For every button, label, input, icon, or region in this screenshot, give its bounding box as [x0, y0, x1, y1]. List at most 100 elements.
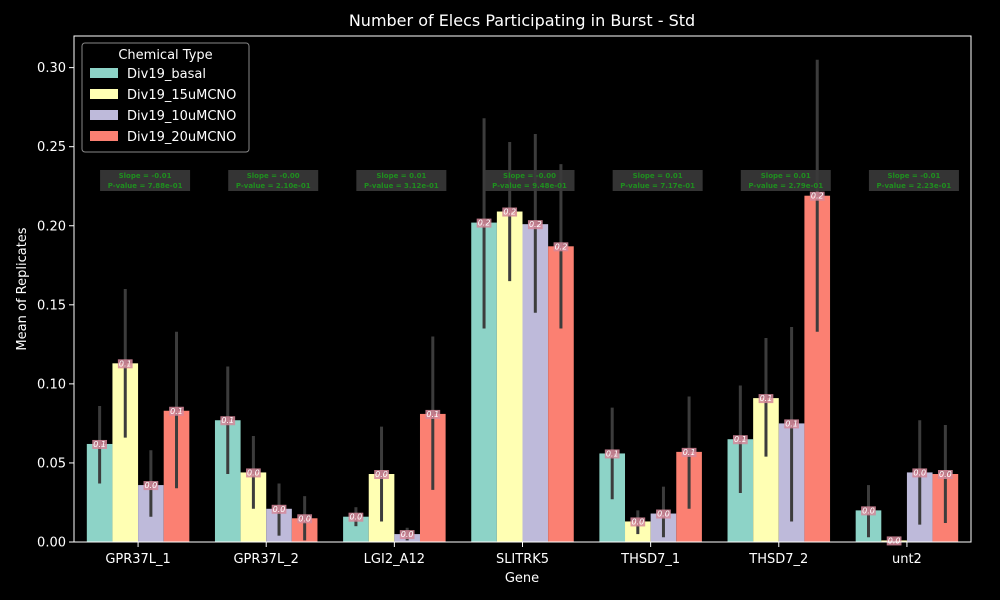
annotation-p-value: P-value = 2.79e-01	[748, 182, 823, 190]
annotation-box: Slope = -0.01 P-value = 7.88e-01	[100, 170, 191, 191]
bar-value-label-bg	[374, 470, 389, 480]
annotation-slope: Slope = 0.01	[376, 172, 426, 180]
bar-value-label-bg	[886, 536, 902, 546]
x-tick-label: THSD7_1	[620, 552, 680, 567]
annotation-slope: Slope = -0.01	[887, 172, 940, 180]
legend-swatch	[90, 89, 118, 99]
bar-value-label-bg	[758, 394, 774, 404]
bar-value-label-bg	[425, 409, 441, 419]
legend-label: Div19_15uMCNO	[127, 88, 236, 103]
bar-value-label: 0.1	[606, 449, 619, 458]
bar-value-label: 0.0	[939, 470, 952, 479]
y-tick-label: 0.25	[37, 140, 66, 155]
bar-value-label-bg	[604, 449, 620, 459]
annotation-p-value: P-value = 7.88e-01	[108, 182, 183, 190]
plot-area: 0.1 0.1 0.0 0.2 0.1 0.1 0.0 0.1 0.0 0.0 0.2 0.0 0.1 0…	[86, 59, 959, 546]
bar-value-label-bg	[553, 242, 569, 252]
annotation-p-value: P-value = 2.10e-01	[236, 182, 311, 190]
bar-value-label: 0.1	[734, 435, 747, 444]
legend-label: Div19_10uMCNO	[127, 109, 236, 124]
legend: Chemical Type Div19_basal Div19_15uMCNO Div…	[81, 42, 250, 153]
legend-label: Div19_20uMCNO	[127, 130, 236, 145]
bar-value-label: 0.0	[375, 470, 388, 479]
x-tick-label: GPR37L_2	[233, 552, 299, 567]
annotation-box: Slope = 0.01 P-value = 7.17e-01	[612, 170, 703, 191]
annotation-slope: Slope = -0.00	[247, 172, 300, 180]
bar-value-label: 0.1	[221, 416, 234, 425]
bar-value-label-bg	[220, 416, 236, 426]
bar-value-label-bg	[502, 207, 518, 217]
bar-value-label: 0.2	[555, 242, 568, 251]
bar-value-label: 0.1	[170, 407, 183, 416]
bar-value-label: 0.0	[888, 536, 901, 545]
y-tick-label: 0.30	[37, 61, 66, 76]
bar-value-label-bg	[169, 406, 184, 416]
legend-label: Div19_basal	[127, 67, 206, 82]
bar-value-label: 0.0	[862, 506, 875, 515]
annotation-background	[868, 170, 959, 191]
bar-value-label: 0.2	[503, 208, 516, 217]
annotation-background	[100, 170, 191, 191]
annotation-background	[356, 170, 447, 191]
bar-value-label-bg	[92, 439, 107, 449]
y-tick-label: 0.00	[37, 536, 66, 551]
annotation-box: Slope = -0.01 P-value = 2.23e-01	[868, 170, 959, 191]
x-tick-label: unt2	[892, 552, 922, 567]
annotation-slope: Slope = -0.01	[119, 172, 172, 180]
y-tick-label: 0.10	[37, 377, 66, 392]
legend-swatch	[90, 110, 118, 120]
annotation-p-value: P-value = 2.23e-01	[877, 182, 952, 190]
x-tick-label: THSD7_2	[748, 552, 808, 567]
x-tick-label: SLITRK5	[496, 552, 549, 567]
bar-value-label-bg	[246, 468, 261, 478]
bar-value-label: 0.1	[785, 419, 798, 428]
annotation-p-value: P-value = 7.17e-01	[620, 182, 695, 190]
annotation-background	[484, 170, 575, 191]
bar-value-label-bg	[938, 470, 953, 480]
annotation-background	[228, 170, 319, 191]
legend-box	[81, 42, 250, 153]
annotation-box: Slope = 0.01 P-value = 3.12e-01	[356, 170, 447, 191]
bar-value-label-bg	[476, 218, 492, 228]
y-tick-label: 0.15	[37, 298, 66, 313]
legend-swatch	[90, 68, 118, 78]
bar-value-label: 0.0	[913, 468, 926, 477]
bar-value-label: 0.0	[631, 517, 644, 526]
bar-value-label-bg	[399, 530, 415, 540]
annotation-box: Slope = -0.00 P-value = 2.10e-01	[228, 170, 319, 191]
bar-value-label-bg	[861, 506, 876, 516]
bar-value-label-bg	[681, 447, 697, 457]
bar-value-label-bg	[784, 419, 799, 429]
bar-value-label-bg	[630, 517, 646, 527]
bar-value-label: 0.0	[298, 514, 311, 523]
annotation-p-value: P-value = 9.48e-01	[492, 182, 567, 190]
bar-value-label-bg	[912, 468, 928, 478]
legend-swatch	[90, 131, 118, 141]
bar-value-label-bg	[271, 504, 287, 514]
bar-value-label: 0.0	[657, 510, 670, 519]
bar-value-label: 0.2	[478, 219, 491, 228]
y-tick-label: 0.05	[37, 456, 66, 471]
annotation-box: Slope = 0.01 P-value = 2.79e-01	[740, 170, 831, 191]
annotation-p-value: P-value = 3.12e-01	[364, 182, 439, 190]
legend-title: Chemical Type	[118, 48, 212, 63]
bar-value-label-bg	[656, 509, 671, 519]
annotation-background	[740, 170, 831, 191]
bar-value-label: 0.2	[529, 220, 542, 229]
bar-value-label: 0.1	[119, 359, 132, 368]
bar-value-label-bg	[732, 435, 748, 445]
bar-value-label: 0.0	[247, 468, 260, 477]
bar-value-label: 0.0	[401, 530, 414, 539]
bar-value-label: 0.1	[426, 410, 439, 419]
bar-value-label-bg	[297, 514, 313, 524]
bar-value-label: 0.2	[811, 192, 824, 201]
bar-value-label: 0.1	[683, 448, 696, 457]
bar-value-label: 0.1	[760, 394, 773, 403]
bar-value-label-bg	[143, 481, 159, 491]
bar-value-label-bg	[527, 220, 543, 230]
annotation-slope: Slope = 0.01	[633, 172, 683, 180]
bar-value-label-bg	[117, 359, 133, 369]
y-tick-label: 0.20	[37, 219, 66, 234]
bar-value-label: 0.0	[145, 481, 158, 490]
